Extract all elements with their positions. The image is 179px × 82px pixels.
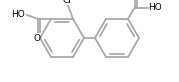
Text: Cl: Cl: [63, 0, 72, 5]
Text: O: O: [33, 34, 40, 43]
Text: HO: HO: [11, 10, 25, 19]
Text: HO: HO: [149, 3, 162, 12]
